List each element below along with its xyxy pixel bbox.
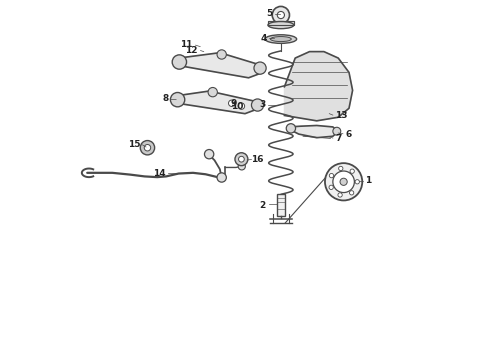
Circle shape: [339, 166, 343, 171]
Circle shape: [140, 140, 155, 155]
Text: 7: 7: [335, 134, 342, 143]
Text: 3: 3: [260, 100, 266, 109]
Circle shape: [349, 191, 354, 195]
Text: 9: 9: [231, 99, 237, 108]
Ellipse shape: [268, 22, 294, 29]
Circle shape: [329, 174, 334, 178]
Text: 4: 4: [260, 34, 267, 43]
Circle shape: [172, 55, 187, 69]
Text: 14: 14: [153, 169, 166, 178]
Circle shape: [171, 93, 185, 107]
Circle shape: [144, 144, 151, 151]
Text: 5: 5: [267, 9, 272, 18]
Circle shape: [251, 99, 264, 111]
Circle shape: [340, 178, 347, 185]
Text: 13: 13: [335, 111, 348, 120]
Text: 2: 2: [260, 201, 266, 210]
Circle shape: [235, 153, 248, 166]
Circle shape: [325, 163, 362, 201]
Circle shape: [208, 87, 218, 97]
Text: 12: 12: [185, 46, 197, 55]
Polygon shape: [288, 126, 338, 138]
Circle shape: [238, 163, 245, 170]
Bar: [276, 194, 285, 216]
Ellipse shape: [270, 37, 291, 41]
Circle shape: [238, 103, 245, 109]
Circle shape: [286, 124, 295, 133]
Polygon shape: [268, 21, 294, 25]
Circle shape: [277, 12, 285, 19]
Text: 1: 1: [366, 176, 372, 185]
Circle shape: [239, 156, 245, 162]
Text: 15: 15: [128, 140, 140, 149]
Polygon shape: [175, 91, 259, 114]
Text: 10: 10: [231, 102, 244, 111]
Circle shape: [338, 193, 342, 197]
Circle shape: [350, 169, 354, 174]
Circle shape: [254, 62, 266, 74]
Polygon shape: [177, 53, 263, 78]
Circle shape: [333, 171, 354, 193]
Circle shape: [329, 185, 333, 189]
Polygon shape: [285, 51, 353, 121]
Text: 8: 8: [162, 94, 168, 103]
Circle shape: [204, 149, 214, 159]
Circle shape: [333, 127, 341, 135]
Text: 11: 11: [180, 40, 193, 49]
Circle shape: [355, 180, 359, 184]
Circle shape: [217, 50, 226, 59]
Text: 16: 16: [251, 155, 263, 164]
Circle shape: [228, 100, 235, 107]
Circle shape: [272, 6, 290, 24]
Text: 6: 6: [345, 130, 352, 139]
Circle shape: [217, 173, 226, 182]
Ellipse shape: [265, 35, 296, 43]
